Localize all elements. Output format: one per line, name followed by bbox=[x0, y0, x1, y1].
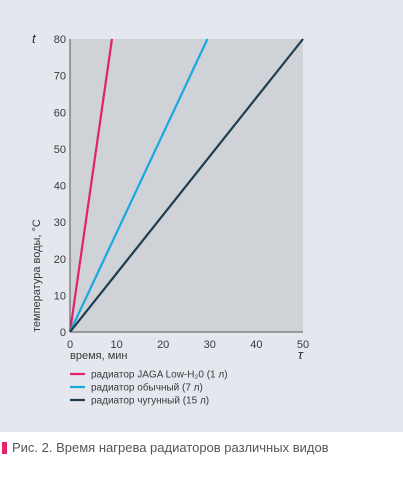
legend-label: радиатор чугунный (15 л) bbox=[91, 396, 209, 407]
series-line-0 bbox=[68, 38, 114, 333]
y-axis-label: температура воды, °C bbox=[31, 219, 43, 332]
legend-label: радиатор JAGA Low-H₂0 (1 л) bbox=[91, 370, 228, 381]
caption-marker bbox=[2, 442, 7, 454]
x-tick-label: 20 bbox=[157, 339, 169, 351]
chart-figure: 0 10 20 30 40 50 60 70 80 0 10 20 30 40 50 t τ темпер… bbox=[0, 0, 403, 432]
y-tick-label: 50 bbox=[54, 144, 66, 156]
x-tick-label: 0 bbox=[67, 339, 73, 351]
x-tick-label: 40 bbox=[250, 339, 262, 351]
x-tick-label: 30 bbox=[204, 339, 216, 351]
y-tick-label: 10 bbox=[54, 290, 66, 302]
caption-text: Рис. 2. Время нагрева радиаторов различн… bbox=[12, 440, 329, 455]
y-tick-label: 70 bbox=[54, 71, 66, 83]
y-tick-label: 30 bbox=[54, 217, 66, 229]
series-line-1 bbox=[69, 38, 209, 333]
x-tick-label: 10 bbox=[110, 339, 122, 351]
y-tick-label: 0 bbox=[60, 327, 66, 339]
y-tick-label: 80 bbox=[54, 34, 66, 46]
legend-label: радиатор обычный (7 л) bbox=[91, 382, 203, 394]
y-tick-label: 60 bbox=[54, 107, 66, 119]
chart-svg: 0 10 20 30 40 50 60 70 80 0 10 20 30 40 50 t τ темпер… bbox=[31, 31, 309, 407]
x-axis-label: время, мин bbox=[70, 350, 128, 362]
x-axis-symbol: τ bbox=[298, 347, 304, 362]
x-tick-label: 50 bbox=[297, 339, 309, 351]
legend: радиатор JAGA Low-H₂0 (1 л)радиатор обыч… bbox=[70, 370, 228, 407]
y-axis-symbol: t bbox=[32, 31, 37, 46]
series-line-2 bbox=[69, 38, 304, 333]
y-tick-label: 40 bbox=[54, 181, 66, 193]
y-tick-label: 20 bbox=[54, 254, 66, 266]
